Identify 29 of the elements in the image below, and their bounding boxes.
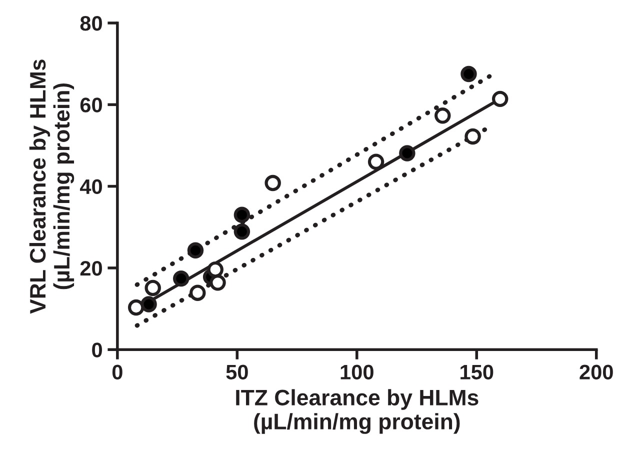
point — [173, 270, 190, 287]
point — [187, 242, 204, 259]
x-tick-label: 0 — [112, 364, 122, 380]
y-axis-title: VRL Clearance by HLMs (µL/min/mg protein) — [29, 60, 74, 314]
point — [492, 90, 508, 108]
y-tick-label: 80 — [80, 16, 102, 31]
point — [464, 128, 481, 145]
y-tick-label: 60 — [80, 98, 102, 112]
x-tick-label: 100 — [340, 364, 374, 380]
point — [434, 108, 451, 124]
y-tick-label: 0 — [92, 342, 102, 358]
point — [460, 66, 477, 82]
point — [190, 284, 206, 301]
x-axis-title: ITZ Clearance by HLMs (µL/min/mg protein) — [236, 389, 478, 434]
point — [234, 206, 250, 223]
x-tick-label: 50 — [226, 364, 248, 380]
point — [210, 274, 226, 291]
y-tick-label: 40 — [80, 179, 102, 194]
point — [144, 280, 161, 296]
point — [399, 145, 416, 162]
point — [264, 174, 281, 192]
x-tick-label: 200 — [580, 364, 613, 380]
point — [207, 261, 224, 278]
y-tick-label: 20 — [80, 260, 102, 276]
point — [140, 296, 157, 312]
point — [234, 223, 250, 240]
point — [128, 299, 144, 316]
x-tick-label: 150 — [460, 364, 494, 380]
point — [368, 154, 384, 170]
